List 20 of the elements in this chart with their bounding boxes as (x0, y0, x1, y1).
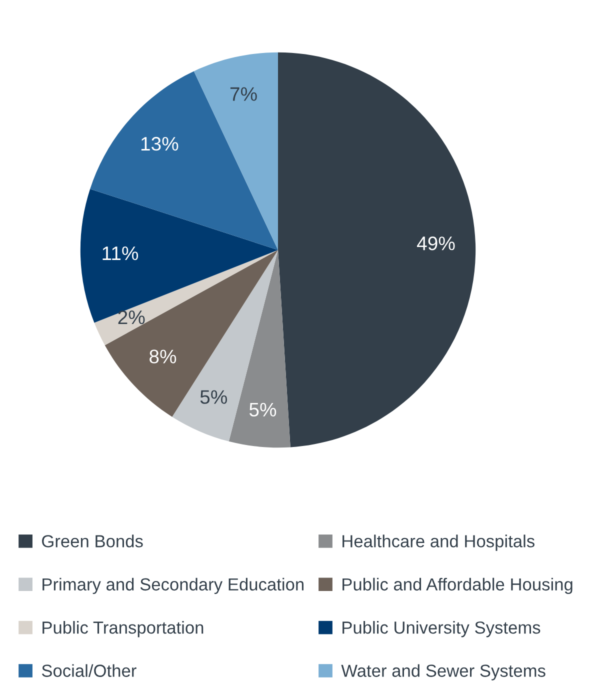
pie-slice (80, 188, 278, 323)
data-label: 5% (200, 390, 228, 404)
pie-slice (194, 52, 278, 250)
legend-label: Public University Systems (342, 621, 540, 638)
data-label: 8% (150, 350, 176, 364)
legend-label: Healthcare and Hospitals (342, 534, 534, 551)
data-label: 13% (141, 136, 178, 151)
legend-label: Water and Sewer Systems (341, 664, 546, 680)
data-label: 7% (230, 87, 257, 101)
legend-label: Primary and Secondary Education (42, 578, 304, 594)
legend-label: Public and Affordable Housing (342, 578, 572, 594)
data-label: 49% (416, 236, 455, 250)
pie-slice (278, 52, 476, 448)
legend-label: Public Transportation (42, 621, 204, 638)
data-label: 11% (102, 246, 138, 260)
data-label: 2% (118, 310, 145, 324)
pie-slice (228, 250, 290, 448)
legend-label: Green Bonds (42, 534, 143, 548)
data-label: 5% (249, 402, 276, 417)
legend-label: Social/Other (42, 664, 136, 677)
